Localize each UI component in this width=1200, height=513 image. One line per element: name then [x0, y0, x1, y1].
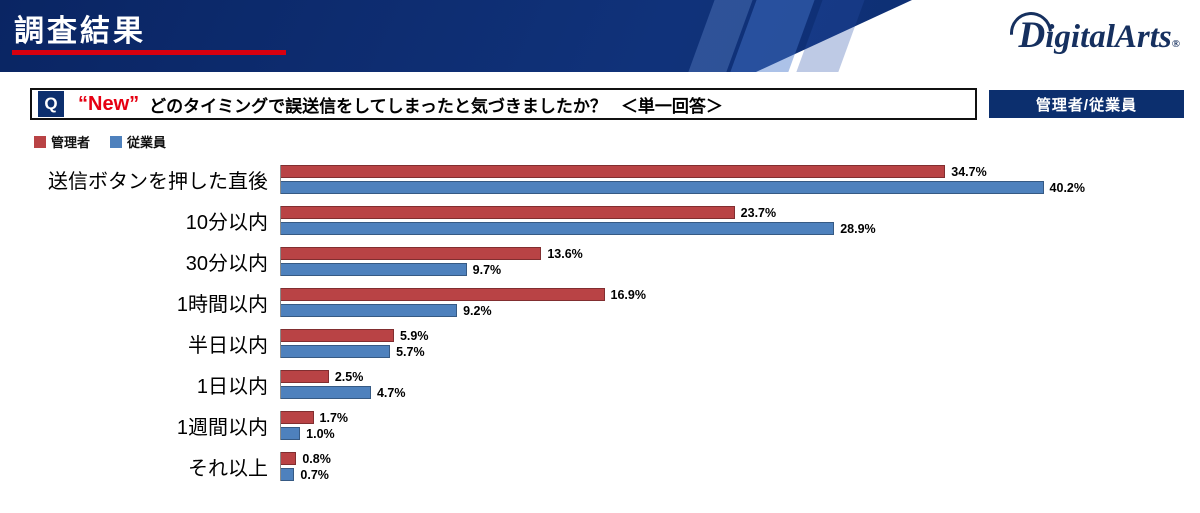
category-label: 1時間以内 — [176, 294, 268, 316]
logo-text: igitalArts — [1045, 19, 1172, 55]
employee-bar-line: 9.2% — [281, 303, 1085, 318]
category-label: 送信ボタンを押した直後 — [48, 171, 268, 193]
bar-group: 16.9% 9.2% — [280, 287, 1085, 318]
category-label: 30分以内 — [185, 253, 268, 275]
chart-row: 送信ボタンを押した直後 34.7% 40.2% — [30, 159, 1200, 200]
header: 調査結果 DigitalArts® — [0, 0, 1200, 72]
digitalarts-logo: DigitalArts® — [1019, 14, 1181, 57]
employee-bar-line: 40.2% — [281, 180, 1085, 195]
value-label: 9.7% — [472, 262, 502, 277]
question-box: Q “New” どのタイミングで誤送信をしてしまったと気づきましたか？ ＜単一回… — [30, 88, 977, 120]
admin-bar-line: 0.8% — [281, 451, 1085, 466]
q-icon: Q — [38, 91, 64, 117]
admin-bar — [281, 411, 314, 424]
employee-bar — [281, 222, 835, 235]
admin-bar-line: 5.9% — [281, 328, 1085, 343]
employee-bar — [281, 468, 295, 481]
admin-bar-line: 23.7% — [281, 205, 1085, 220]
employee-bar-line: 1.0% — [281, 426, 1085, 441]
registered-mark: ® — [1171, 38, 1180, 50]
value-label: 4.7% — [376, 385, 406, 400]
value-label: 23.7% — [740, 205, 777, 220]
admin-bar — [281, 452, 297, 465]
admin-bar-line: 13.6% — [281, 246, 1085, 261]
employee-bar — [281, 345, 391, 358]
admin-color-swatch — [34, 135, 46, 148]
bar-group: 1.7% 1.0% — [280, 410, 1085, 441]
header-navy-background — [0, 0, 912, 72]
bar-group: 5.9% 5.7% — [280, 328, 1085, 359]
employee-color-swatch — [110, 135, 123, 148]
bar-chart: 送信ボタンを押した直後 34.7% 40.2% 10分以内 23.7% 28.9% 30分以… — [30, 159, 1200, 487]
chart-row: 1時間以内 16.9% 9.2% — [30, 282, 1200, 323]
respondent-badge: 管理者/従業員 — [989, 90, 1184, 118]
employee-bar-line: 9.7% — [281, 262, 1085, 277]
employee-bar — [281, 386, 371, 399]
value-label: 0.8% — [302, 451, 331, 466]
bar-group: 13.6% 9.7% — [280, 246, 1085, 277]
chart-row: 半日以内 5.9% 5.7% — [30, 323, 1200, 364]
value-label: 13.6% — [547, 246, 583, 261]
chart-row: 1日以内 2.5% 4.7% — [30, 364, 1200, 405]
admin-bar — [281, 370, 329, 383]
value-label: 9.2% — [463, 303, 492, 318]
bar-group: 34.7% 40.2% — [280, 164, 1085, 195]
value-label: 0.7% — [300, 467, 329, 482]
value-label: 28.9% — [840, 221, 876, 236]
employee-bar-line: 5.7% — [281, 344, 1085, 359]
bar-group: 23.7% 28.9% — [280, 205, 1085, 236]
page-title: 調査結果 — [14, 15, 146, 48]
admin-bar — [281, 288, 605, 301]
legend-label-employee: 従業員 — [127, 135, 167, 150]
chart-row: 1週間以内 1.7% 1.0% — [30, 405, 1200, 446]
logo-d-mark: D — [1018, 15, 1046, 56]
admin-bar-line: 1.7% — [281, 410, 1085, 425]
value-label: 5.7% — [396, 344, 425, 359]
employee-bar-line: 4.7% — [281, 385, 1085, 400]
legend-item-employee: 従業員 — [110, 132, 166, 151]
value-label: 16.9% — [610, 287, 646, 302]
admin-bar-line: 2.5% — [281, 369, 1085, 384]
admin-bar — [281, 165, 946, 178]
value-label: 1.7% — [319, 410, 349, 425]
new-label: “New” — [78, 92, 140, 115]
employee-bar-line: 28.9% — [281, 221, 1085, 236]
admin-bar — [281, 247, 542, 260]
legend-label-admin: 管理者 — [51, 135, 91, 150]
category-label: 10分以内 — [185, 212, 268, 234]
admin-bar-line: 34.7% — [281, 164, 1085, 179]
employee-bar — [281, 427, 301, 440]
value-label: 5.9% — [399, 328, 429, 343]
value-label: 2.5% — [334, 369, 364, 384]
admin-bar — [281, 329, 394, 342]
legend: 管理者 従業員 — [34, 132, 1200, 151]
admin-bar — [281, 206, 735, 219]
question-text: どのタイミングで誤送信をしてしまったと気づきましたか？ — [149, 96, 607, 116]
category-label: 半日以内 — [188, 335, 268, 357]
chart-row: 30分以内 13.6% 9.7% — [30, 241, 1200, 282]
employee-bar — [281, 304, 458, 317]
admin-bar-line: 16.9% — [281, 287, 1085, 302]
answer-type-label: ＜単一回答＞ — [620, 96, 723, 116]
employee-bar — [281, 181, 1044, 194]
value-label: 34.7% — [951, 164, 987, 179]
category-label: 1週間以内 — [176, 417, 268, 439]
legend-item-admin: 管理者 — [34, 132, 90, 151]
title-underline — [12, 50, 286, 55]
bar-group: 0.8% 0.7% — [280, 451, 1085, 482]
category-label: 1日以内 — [196, 376, 268, 398]
chart-row: 10分以内 23.7% 28.9% — [30, 200, 1200, 241]
value-label: 40.2% — [1049, 180, 1085, 195]
employee-bar — [281, 263, 467, 276]
category-label: それ以上 — [188, 458, 268, 480]
chart-row: それ以上 0.8% 0.7% — [30, 446, 1200, 487]
question-row: Q “New” どのタイミングで誤送信をしてしまったと気づきましたか？ ＜単一回… — [30, 88, 1184, 120]
bar-group: 2.5% 4.7% — [280, 369, 1085, 400]
employee-bar-line: 0.7% — [281, 467, 1085, 482]
value-label: 1.0% — [306, 426, 335, 441]
